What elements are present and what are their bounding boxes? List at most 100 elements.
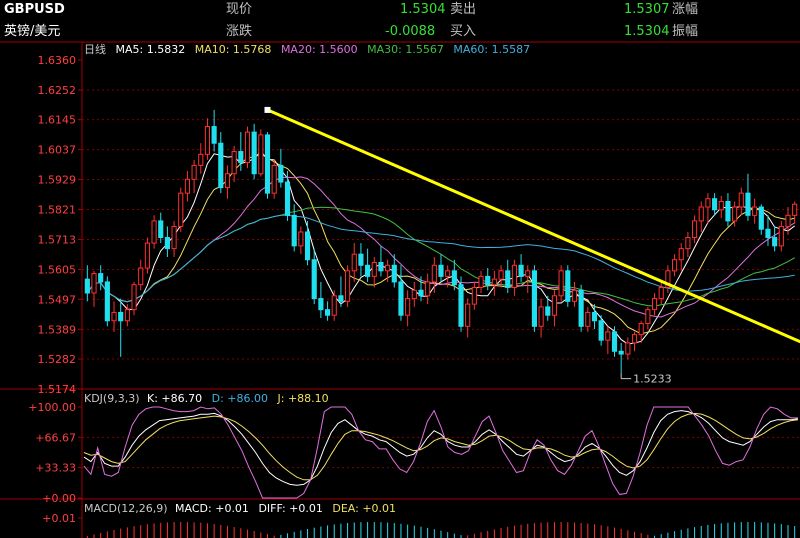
price-tick-label: 1.5713 [38,233,77,246]
ma20-label: MA20: 1.5600 [280,43,358,56]
price-tick-label: 1.6360 [38,54,77,67]
candle-body [405,298,411,316]
price-tick-label: 1.5389 [38,323,77,336]
candle-body [491,278,497,286]
symbol-code: GBPUSD [4,2,65,17]
candle-body [511,264,517,288]
candle-body [398,281,404,316]
candle-body [625,342,631,355]
candle-body [304,231,311,261]
candle-body [391,264,397,283]
candle-body [271,164,277,194]
candle-body [665,270,671,288]
macd-value-label: MACD: +0.01 [175,502,249,515]
ma5-label: MA5: 1.5832 [115,43,186,56]
kdj-legend: KDJ(9,3,3) K: +86.70 D: +86.00 J: +88.10 [84,393,329,405]
candle-body [124,309,130,322]
ma60-label: MA60: 1.5587 [453,43,531,56]
candle-body [358,253,364,266]
candle-body [131,284,137,311]
candle-body [465,303,471,327]
candle-body [98,273,104,283]
kdj-line-j [83,406,798,499]
candle-body [545,306,551,316]
macd-panel [86,522,796,538]
candle-body [331,295,337,316]
candle-body [445,270,451,277]
candle-body [758,206,764,230]
candle-body [338,295,344,302]
candle-body [658,286,664,300]
candle-body [738,192,744,208]
candle-body [671,259,678,272]
price-tick-label: 1.5174 [38,383,77,396]
ma10-label: MA10: 1.5768 [194,43,272,56]
candle-body [318,298,324,311]
price-tick-label: 1.5929 [38,174,77,187]
candle-body [91,273,97,294]
kdj-panel [83,406,799,499]
candle-body [418,289,424,297]
candle-body [518,264,524,277]
candle-body [164,237,170,250]
quote-label-amplitude: 振幅 [672,24,699,39]
candle-body [712,198,718,211]
candle-body [438,264,444,277]
macd-legend: MACD(12,26,9) MACD: +0.01 DIFF: +0.01 DE… [84,503,396,515]
candle-body [525,270,531,277]
price-tick-label: 1.5605 [38,263,77,276]
price-panel: 1.5233 [84,106,800,386]
ma-line-ma60 [86,214,795,303]
candle-body [745,192,751,216]
quote-label-change-pct: 涨幅 [672,2,699,17]
kdj-tick-label: +33.33 [35,462,76,475]
candle-body [365,264,371,277]
candle-body [705,198,711,208]
price-tick-label: 1.5282 [38,353,77,366]
candle-body [278,164,284,183]
candle-body [378,262,384,272]
candle-body [104,281,110,322]
quote-value-buy: 1.5304 [624,24,670,39]
kdj-line-k [83,410,799,486]
candle-body [645,309,651,325]
candle-body [531,270,537,327]
candle-body [678,248,684,261]
candle-body [485,275,491,286]
candle-body [611,331,618,352]
candle-body [431,264,437,283]
candle-body [451,270,457,286]
candle-body [385,264,391,272]
candle-body [184,178,190,194]
period-label: 日线 [84,43,106,56]
candle-body [311,259,317,300]
candle-body [118,311,124,322]
candle-body [471,286,477,305]
candle-body [598,320,604,341]
candle-body [785,214,791,227]
candle-body [571,289,578,302]
candle-body [765,228,771,239]
candle-body [111,311,117,322]
candle-body [191,164,197,180]
quote-value-change: -0.0088 [385,24,436,39]
candle-body [538,306,544,327]
candle-body [752,206,758,216]
candle-body [565,270,571,302]
dea-value-label: DEA: +0.01 [332,502,397,515]
candle-body [298,231,304,247]
candle-body [685,237,691,250]
candle-body [725,200,731,222]
price-tick-label: 1.6037 [38,144,77,157]
candle-body [772,237,778,247]
candle-body [151,220,157,244]
macd-title: MACD(12,26,9) [84,502,168,515]
candle-body [291,214,297,247]
trendline [266,108,800,344]
candle-body [591,311,598,322]
price-tick-label: 1.5821 [38,204,77,217]
kdj-j-label: J: +88.10 [277,392,329,405]
candle-body [244,131,251,164]
candle-body [478,275,484,288]
